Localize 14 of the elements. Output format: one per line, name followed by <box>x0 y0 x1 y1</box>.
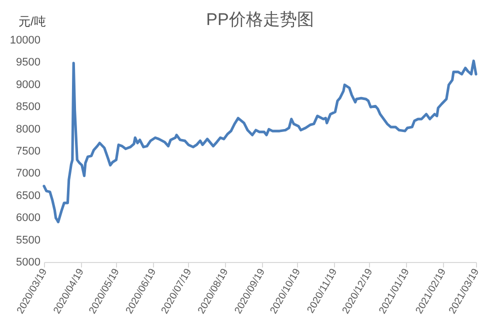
y-tick-label: 9000 <box>16 78 40 91</box>
y-tick-label: 9500 <box>16 56 40 69</box>
y-axis-title: 元/吨 <box>18 14 46 28</box>
y-tick-label: 8500 <box>16 101 40 114</box>
y-tick-label: 6500 <box>16 190 40 202</box>
y-tick-label: 5000 <box>16 256 40 268</box>
line-series <box>42 60 478 224</box>
y-tick-label: 6000 <box>16 212 40 224</box>
y-tick-label: 7000 <box>16 168 40 180</box>
chart-title: PP价格走势图 <box>206 10 314 29</box>
y-tick-label: 7500 <box>16 146 40 158</box>
y-tick-label: 10000 <box>10 34 40 46</box>
y-tick-label: 8000 <box>16 123 40 136</box>
y-tick-label: 5500 <box>16 234 40 246</box>
